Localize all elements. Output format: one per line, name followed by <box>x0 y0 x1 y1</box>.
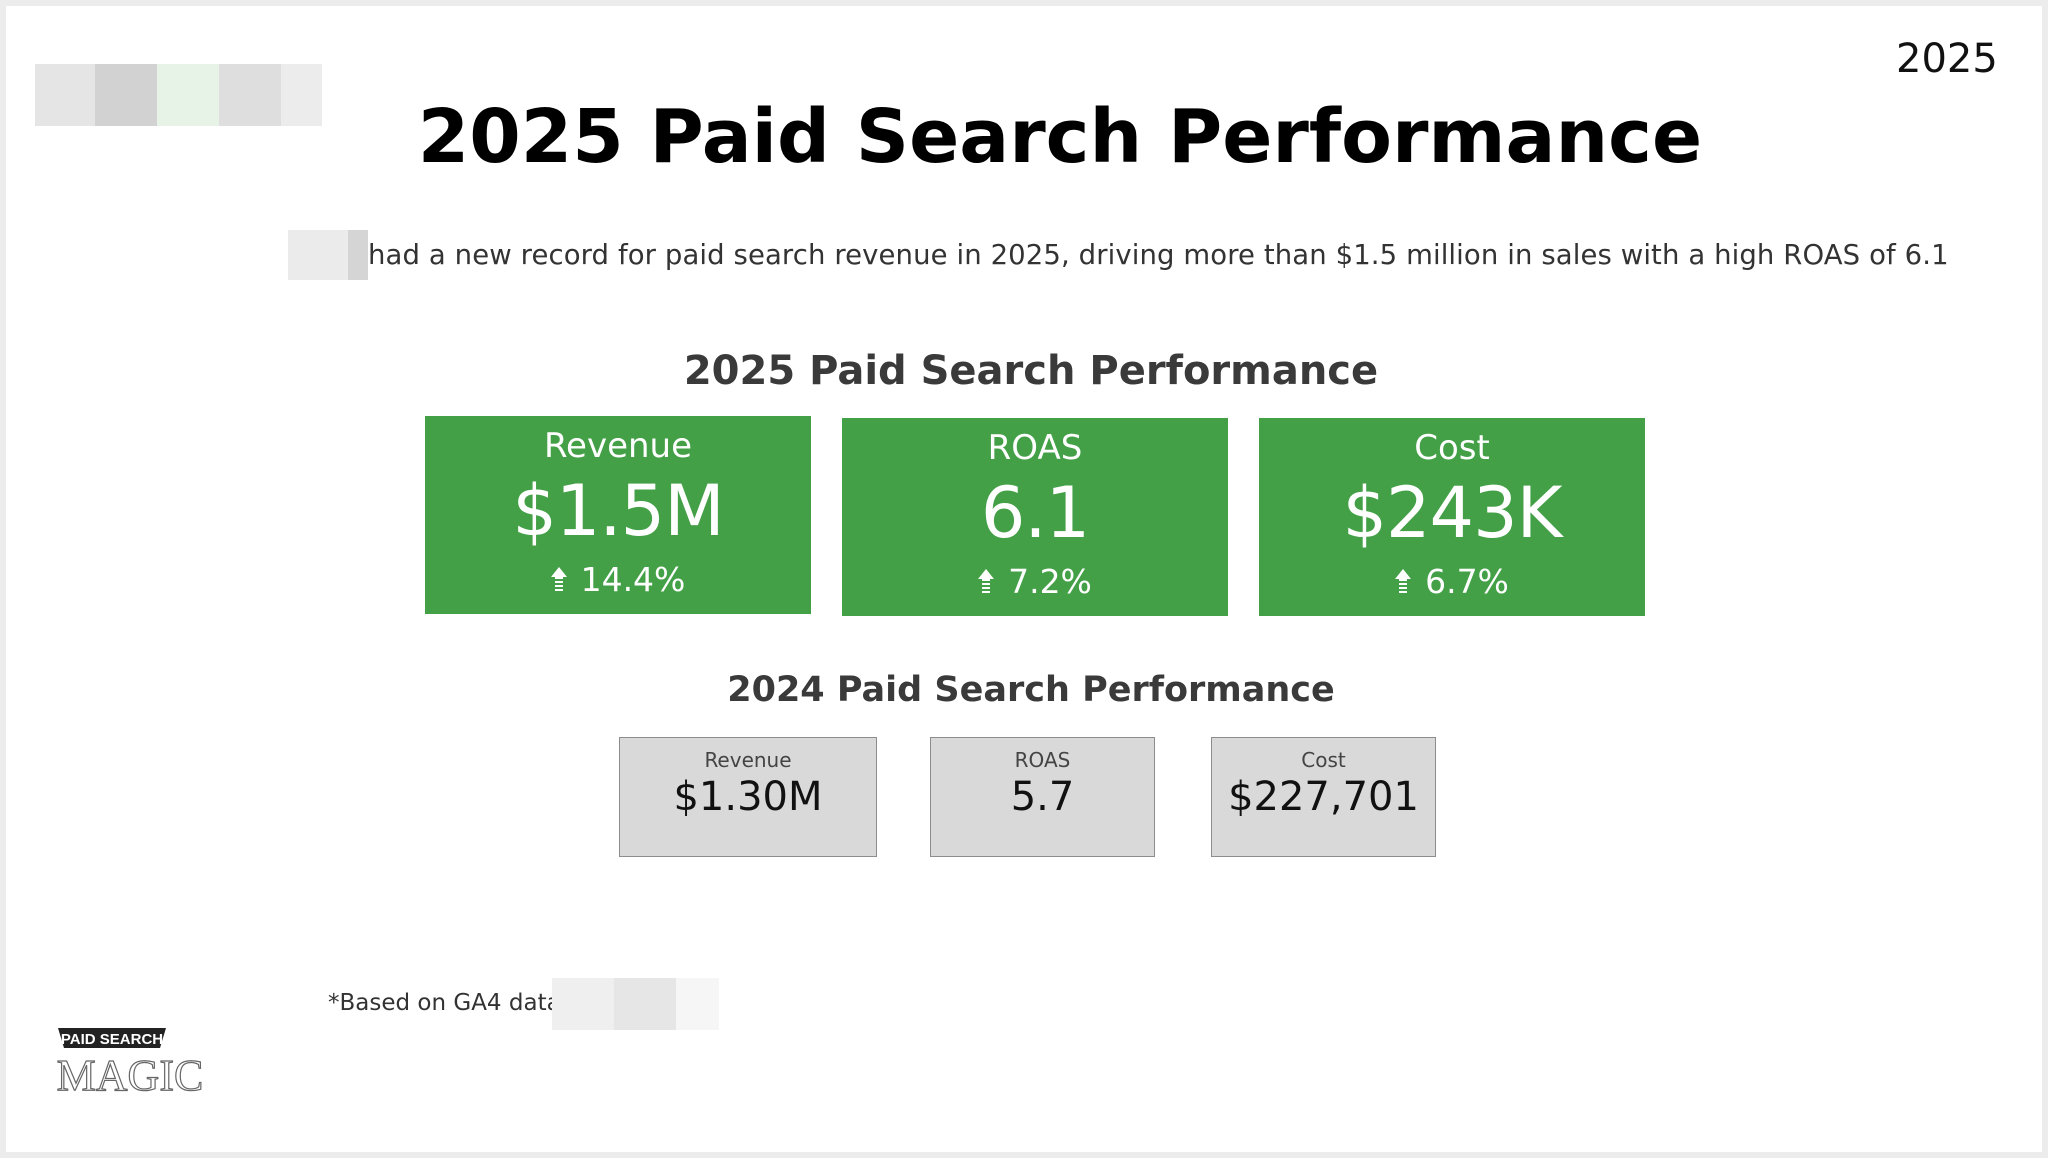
redacted-client-name <box>288 230 368 280</box>
up-arrow-icon <box>550 567 567 593</box>
kpi-card-roas-2025: ROAS 6.1 7.2% <box>842 418 1228 616</box>
paid-search-magic-logo: PAID SEARCH MAGIC <box>56 1028 204 1098</box>
redacted-client-logo <box>35 64 322 126</box>
kpi-label: Revenue <box>704 748 792 772</box>
kpi-value: $1.5M <box>512 470 724 552</box>
kpi-card-cost-2025: Cost $243K 6.7% <box>1259 418 1645 616</box>
kpi-value: $227,701 <box>1228 774 1419 820</box>
kpi-change-value: 14.4% <box>580 560 686 599</box>
kpi-value: 6.1 <box>980 472 1090 554</box>
kpi-card-revenue-2024: Revenue $1.30M <box>619 737 877 857</box>
brand-line1: PAID SEARCH <box>61 1031 163 1048</box>
kpi-label: Cost <box>1414 428 1490 468</box>
kpi-change: 14.4% <box>425 560 811 599</box>
kpi-value: $1.30M <box>673 774 823 820</box>
report-slide: 2025 2025 Paid Search Performance had a … <box>6 6 2042 1152</box>
summary-text: had a new record for paid search revenue… <box>368 239 1949 271</box>
redacted-footnote-detail <box>552 978 719 1030</box>
kpi-label: Cost <box>1301 748 1346 772</box>
kpi-label: ROAS <box>1014 748 1071 772</box>
kpi-card-revenue-2025: Revenue $1.5M 14.4% <box>425 416 811 614</box>
brand-line2: MAGIC <box>57 1051 204 1098</box>
kpi-change-value: 6.7% <box>1425 562 1509 601</box>
kpi-card-roas-2024: ROAS 5.7 <box>930 737 1155 857</box>
up-arrow-icon <box>978 569 995 595</box>
year-tag: 2025 <box>1896 36 1998 82</box>
section-title-2024: 2024 Paid Search Performance <box>727 670 1335 710</box>
kpi-card-cost-2024: Cost $227,701 <box>1211 737 1436 857</box>
kpi-change: 7.2% <box>842 562 1228 601</box>
summary-line: had a new record for paid search revenue… <box>288 230 1949 280</box>
page-title: 2025 Paid Search Performance <box>417 94 1703 180</box>
kpi-value: $243K <box>1342 472 1562 554</box>
kpi-change-value: 7.2% <box>1008 562 1092 601</box>
kpi-value: 5.7 <box>1010 774 1075 820</box>
kpi-label: ROAS <box>987 428 1083 468</box>
kpi-label: Revenue <box>543 426 693 466</box>
footnote: *Based on GA4 data. <box>328 990 568 1016</box>
kpi-change: 6.7% <box>1259 562 1645 601</box>
section-title-2025: 2025 Paid Search Performance <box>683 348 1379 394</box>
up-arrow-icon <box>1395 569 1412 595</box>
